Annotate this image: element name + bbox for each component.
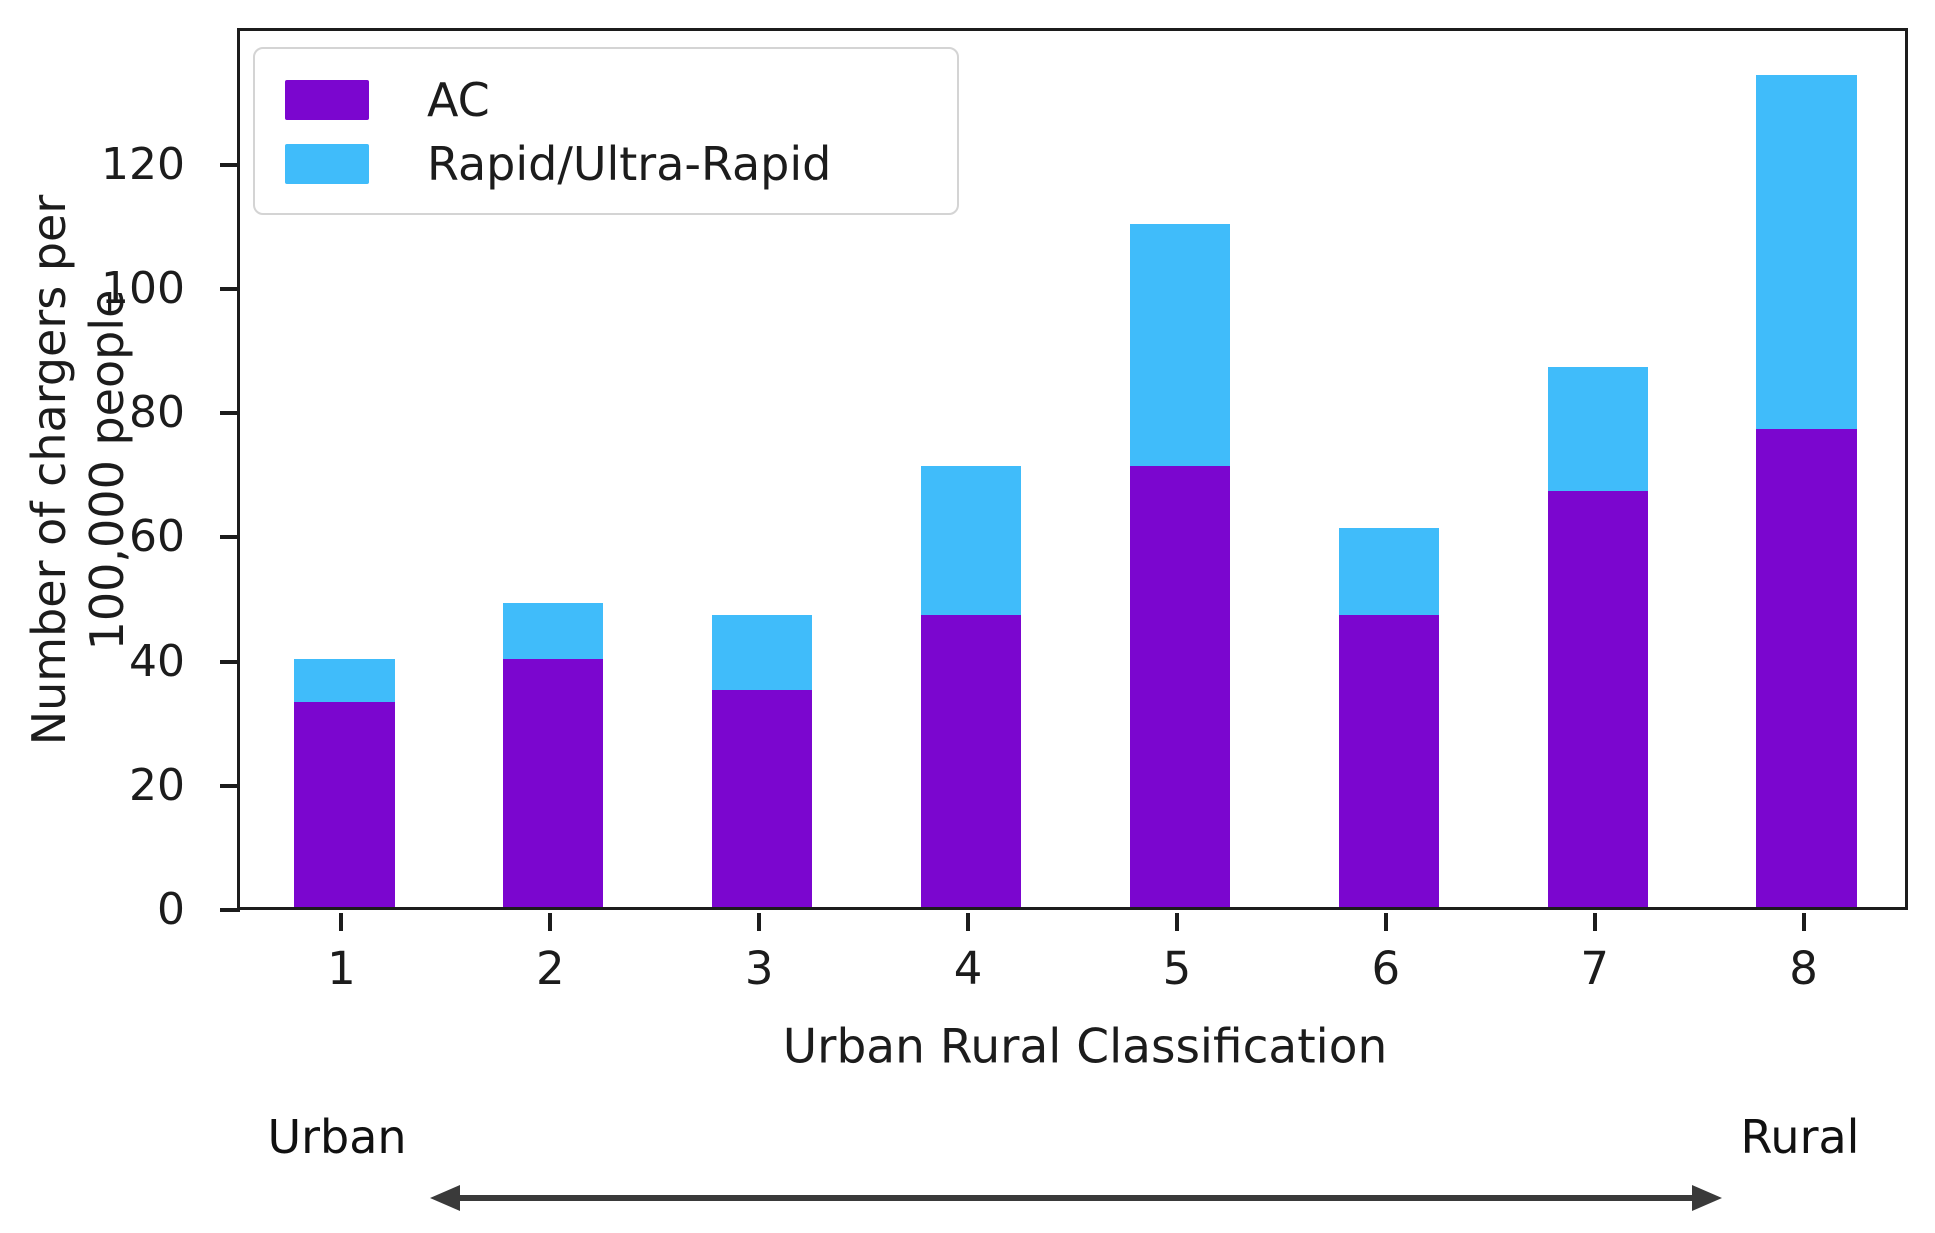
- y-tick-mark: [220, 783, 240, 788]
- bar-segment-rapid: [1129, 223, 1231, 466]
- x-tick-mark: [966, 913, 971, 931]
- y-tick-label: 60: [129, 511, 185, 563]
- bar-segment-ac: [294, 702, 395, 907]
- bar-group-3: [712, 615, 813, 907]
- x-tick-label: 5: [1162, 942, 1192, 995]
- bar-segment-rapid: [712, 615, 813, 690]
- bar-group-4: [920, 466, 1022, 907]
- bar-group-5: [1129, 223, 1231, 907]
- bar-group-1: [294, 658, 395, 907]
- legend-swatch-ac: [285, 80, 369, 120]
- legend: AC Rapid/Ultra-Rapid: [253, 47, 959, 215]
- x-tick-mark: [548, 913, 553, 931]
- x-tick-label: 6: [1371, 942, 1401, 995]
- bar-segment-rapid: [503, 602, 604, 659]
- bar-segment-rapid: [294, 658, 395, 703]
- bar-group-2: [503, 602, 604, 907]
- y-axis-title-line2: 100,000 people: [80, 289, 134, 651]
- x-axis: 1 2 3 4 5 6 7 8: [237, 910, 1908, 1020]
- legend-label-rapid: Rapid/Ultra-Rapid: [427, 137, 832, 191]
- x-tick-mark: [1383, 913, 1388, 931]
- y-tick-mark: [220, 286, 240, 291]
- bar-segment-rapid: [1756, 74, 1857, 429]
- bar-segment-rapid: [1338, 528, 1439, 616]
- x-tick-label: 2: [535, 942, 565, 995]
- y-tick-mark: [220, 162, 240, 167]
- y-tick-label: 0: [157, 884, 185, 935]
- bar-segment-ac: [1547, 490, 1648, 907]
- y-tick-label: 40: [129, 635, 185, 687]
- bar-segment-ac: [920, 615, 1022, 907]
- x-tick-mark: [1174, 913, 1179, 931]
- x-tick-mark: [1801, 913, 1806, 931]
- x-tick-label: 1: [327, 942, 356, 995]
- x-tick-label: 3: [744, 942, 774, 995]
- urban-rural-arrow: [430, 1185, 1722, 1211]
- y-tick-label: 80: [129, 387, 185, 439]
- annotation-rural-label: Rural: [1740, 1110, 1860, 1164]
- x-tick-label: 8: [1789, 942, 1818, 995]
- x-tick-mark: [757, 913, 762, 931]
- x-tick-label: 4: [953, 942, 983, 995]
- y-tick-mark: [220, 535, 240, 540]
- y-tick-mark: [220, 908, 240, 912]
- y-axis-title-line1: Number of chargers per: [22, 194, 76, 746]
- bar-segment-ac: [503, 658, 604, 907]
- annotation-urban-label: Urban: [267, 1110, 407, 1164]
- y-axis-title: Number of chargers per 100,000 people: [20, 195, 136, 746]
- bar-group-6: [1338, 528, 1439, 907]
- y-tick-mark: [220, 411, 240, 416]
- arrow-shaft: [448, 1195, 1704, 1201]
- bar-segment-rapid: [1547, 366, 1648, 491]
- bar-group-8: [1756, 74, 1857, 907]
- bar-segment-ac: [1129, 466, 1231, 907]
- bar-segment-ac: [712, 689, 813, 907]
- x-tick-mark: [339, 913, 344, 931]
- legend-label-ac: AC: [427, 73, 490, 127]
- y-tick-label: 120: [101, 138, 185, 190]
- y-tick-label: 100: [101, 262, 185, 314]
- x-tick-mark: [1592, 913, 1597, 931]
- bar-segment-rapid: [920, 466, 1022, 616]
- plot-area: AC Rapid/Ultra-Rapid: [237, 28, 1908, 910]
- y-axis: 0 20 40 60 80 100 120: [0, 28, 240, 934]
- legend-item-rapid: Rapid/Ultra-Rapid: [285, 139, 927, 189]
- legend-item-ac: AC: [285, 75, 927, 125]
- bar-group-7: [1547, 366, 1648, 907]
- x-axis-title: Urban Rural Classification: [782, 1019, 1388, 1075]
- arrow-head-right-icon: [1692, 1185, 1722, 1211]
- y-tick-mark: [220, 659, 240, 664]
- y-tick-label: 20: [129, 759, 185, 811]
- x-tick-label: 7: [1580, 942, 1610, 995]
- bar-segment-ac: [1338, 615, 1439, 907]
- bar-segment-ac: [1756, 428, 1857, 907]
- legend-swatch-rapid: [285, 144, 369, 184]
